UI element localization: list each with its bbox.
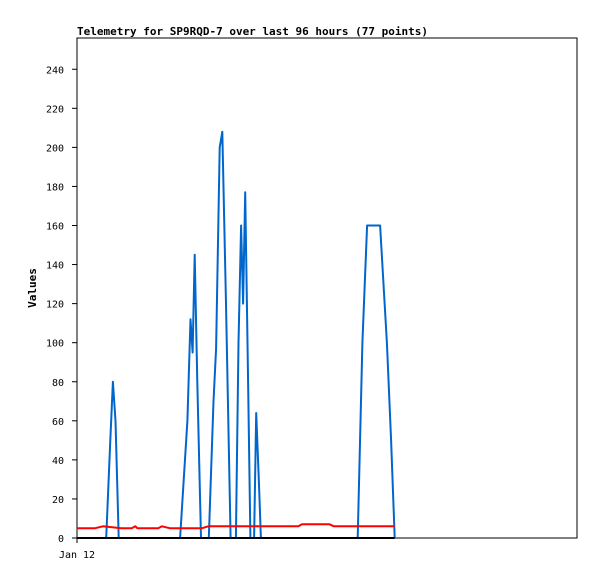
series-line-2 xyxy=(77,523,395,530)
y-axis: 0 20 40 60 80 100 120 140 160 180 200 220 240 xyxy=(46,65,77,545)
y-tick-label: 220 xyxy=(46,104,64,115)
series-group xyxy=(77,130,396,539)
y-tick-label: 180 xyxy=(46,182,64,193)
y-tick-label: 200 xyxy=(46,143,64,154)
x-tick-label: Jan 12 xyxy=(59,550,95,561)
y-axis-label: Values xyxy=(26,268,39,308)
y-tick-label: 40 xyxy=(52,456,64,467)
chart-title: Telemetry for SP9RQD-7 over last 96 hour… xyxy=(77,25,428,38)
y-tick-label: 140 xyxy=(46,261,64,272)
x-axis: Jan 12 xyxy=(59,538,95,561)
y-tick-label: 60 xyxy=(52,417,64,428)
y-tick-label: 120 xyxy=(46,300,64,311)
y-tick-label: 160 xyxy=(46,222,64,233)
y-tick-label: 240 xyxy=(46,65,64,76)
y-tick-label: 80 xyxy=(52,378,64,389)
y-tick-label: 20 xyxy=(52,495,64,506)
y-tick-label: 0 xyxy=(58,534,64,545)
plot-area xyxy=(76,37,578,539)
y-tick-label: 100 xyxy=(46,339,64,350)
